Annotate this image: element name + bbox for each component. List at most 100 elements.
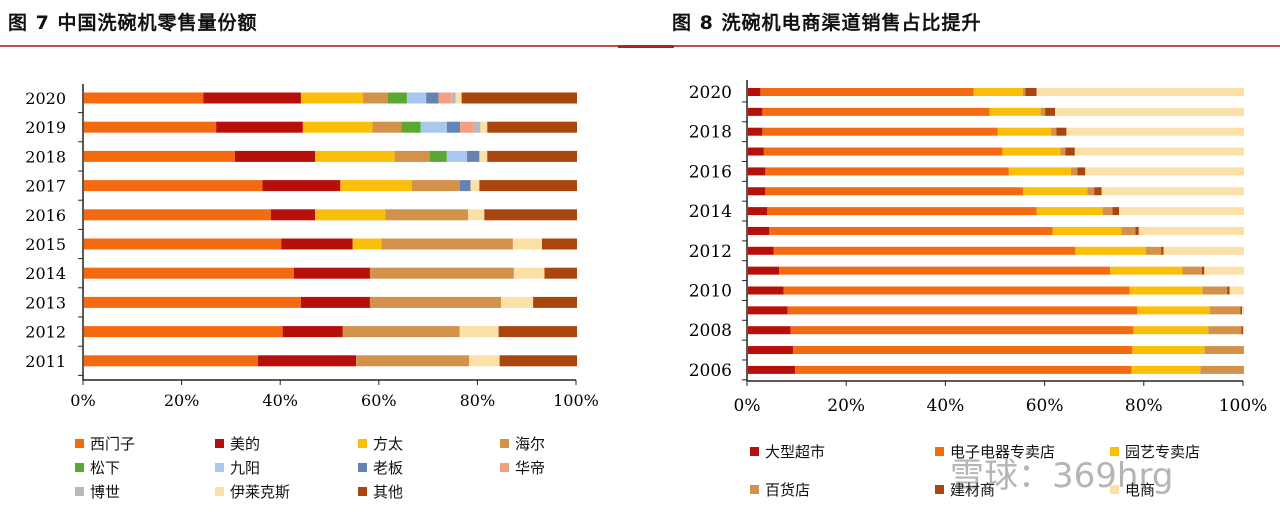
bar-segment-西门子-2015	[84, 238, 282, 250]
bar-segment-园艺专卖店-2016	[1008, 167, 1071, 176]
legend-label: 西门子	[90, 435, 136, 453]
legend-item: 大型超市	[750, 441, 825, 462]
bar-segment-建材商-2012	[1161, 246, 1164, 255]
bar-segment-伊莱克斯-2013	[501, 296, 534, 308]
bar-segment-百货店-2014	[1102, 207, 1113, 216]
legend-item: 园艺专卖店	[1110, 441, 1200, 462]
x-tick-label: 60%	[1026, 396, 1064, 416]
bar-segment-园艺专卖店-2011	[1110, 266, 1183, 275]
bar-segment-美的-2017	[262, 180, 341, 192]
bar-segment-松下-2018	[429, 150, 447, 162]
y-tick-label: 2020	[689, 83, 732, 103]
bar-segment-其他-2019	[487, 121, 577, 133]
bar-segment-伊莱克斯-2017	[470, 180, 480, 192]
y-tick-label: 2011	[25, 352, 66, 371]
legend-label: 美的	[230, 435, 261, 453]
bar-segment-园艺专卖店-2008	[1133, 326, 1209, 335]
bar-segment-博世-2019	[472, 121, 481, 133]
x-tick-label: 20%	[827, 396, 865, 416]
bar-segment-其他-2016	[484, 209, 577, 221]
bar-segment-老板-2018	[467, 150, 480, 162]
legend-item: 方太	[358, 433, 403, 454]
y-tick-label: 2015	[25, 235, 66, 254]
legend-swatch	[75, 463, 84, 472]
bar-segment-其他-2018	[487, 150, 577, 162]
bar-segment-百货店-2012	[1145, 246, 1162, 255]
y-tick-label: 2018	[689, 123, 732, 143]
bar-segment-百货店-2008	[1208, 326, 1242, 335]
bar-segment-方太-2018	[315, 150, 395, 162]
y-tick-label: 2008	[689, 321, 732, 341]
bar-segment-电商-2019	[1055, 107, 1244, 116]
bar-segment-伊莱克斯-2012	[459, 326, 499, 338]
legend-label: 海尔	[515, 435, 546, 453]
bar-segment-百货店-2006	[1200, 365, 1244, 374]
bar-segment-建材商-2010	[1227, 286, 1230, 295]
legend-label: 大型超市	[765, 443, 826, 461]
bar-segment-电商-2018	[1066, 127, 1244, 136]
bar-segment-海尔-2011	[356, 355, 470, 367]
bar-segment-电商-2016	[1085, 167, 1244, 176]
legend-swatch	[358, 463, 367, 472]
legend-swatch	[750, 447, 759, 456]
x-tick-label: 80%	[460, 391, 496, 410]
bar-segment-园艺专卖店-2012	[1075, 246, 1146, 255]
bar-segment-美的-2014	[294, 267, 370, 279]
legend-label: 建材商	[950, 481, 996, 499]
bar-segment-美的-2015	[281, 238, 353, 250]
bar-segment-华帝-2020	[438, 92, 452, 104]
bar-segment-海尔-2020	[363, 92, 388, 104]
legend-item: 博世	[75, 481, 120, 502]
bar-segment-百货店-2019	[1040, 107, 1046, 116]
bar-segment-电子电器专卖店-2014	[767, 207, 1037, 216]
legend-label: 电子电器专卖店	[950, 443, 1056, 461]
bar-segment-美的-2011	[258, 355, 357, 367]
y-tick-label: 2017	[25, 177, 66, 196]
bar-segment-大型超市-2017	[748, 147, 764, 156]
bar-segment-海尔-2019	[372, 121, 402, 133]
bar-segment-九阳-2020	[406, 92, 427, 104]
bar-segment-百货店-2007	[1204, 346, 1244, 355]
legend-item: 伊莱克斯	[215, 481, 290, 502]
bar-segment-大型超市-2008	[748, 326, 791, 335]
bar-segment-百货店-2013	[1121, 226, 1136, 235]
bar-segment-松下-2020	[387, 92, 407, 104]
bar-segment-大型超市-2020	[748, 88, 761, 96]
legend-swatch	[935, 447, 944, 456]
bar-segment-西门子-2019	[84, 121, 217, 133]
legend-label: 九阳	[230, 459, 261, 477]
legend-label: 电商	[1125, 481, 1156, 499]
bar-segment-大型超市-2011	[748, 266, 780, 275]
bar-segment-海尔-2014	[369, 267, 514, 279]
y-tick-label: 2018	[25, 147, 66, 166]
legend-label: 百货店	[765, 481, 811, 499]
bar-segment-海尔-2012	[342, 326, 460, 338]
bar-segment-电子电器专卖店-2019	[762, 107, 990, 116]
bar-segment-园艺专卖店-2013	[1052, 226, 1122, 235]
bar-segment-西门子-2012	[84, 326, 283, 338]
x-tick-label: 40%	[927, 396, 965, 416]
bar-segment-方太-2019	[302, 121, 373, 133]
bar-segment-电商-2009	[1242, 306, 1244, 315]
bar-segment-百货店-2020	[1022, 88, 1026, 96]
bar-segment-百货店-2010	[1202, 286, 1228, 295]
bar-segment-伊莱克斯-2011	[469, 355, 500, 367]
bar-segment-电子电器专卖店-2017	[763, 147, 1003, 156]
bar-segment-建材商-2014	[1112, 207, 1120, 216]
bar-segment-电商-2017	[1074, 147, 1244, 156]
bar-segment-美的-2020	[203, 92, 301, 104]
legend-label: 其他	[373, 483, 404, 501]
legend-item: 百货店	[750, 479, 810, 500]
legend-swatch	[215, 439, 224, 448]
legend-item: 老板	[358, 457, 403, 478]
legend-label: 方太	[373, 435, 404, 453]
bar-segment-电子电器专卖店-2006	[795, 365, 1132, 374]
bar-segment-百货店-2017	[1060, 147, 1066, 156]
bar-segment-方太-2016	[315, 209, 386, 221]
bar-segment-老板-2020	[426, 92, 439, 104]
x-tick-label: 80%	[1125, 396, 1163, 416]
legend-swatch	[75, 439, 84, 448]
legend-swatch	[750, 485, 759, 494]
bar-segment-建材商-2008	[1241, 326, 1244, 335]
legend-swatch	[75, 487, 84, 496]
